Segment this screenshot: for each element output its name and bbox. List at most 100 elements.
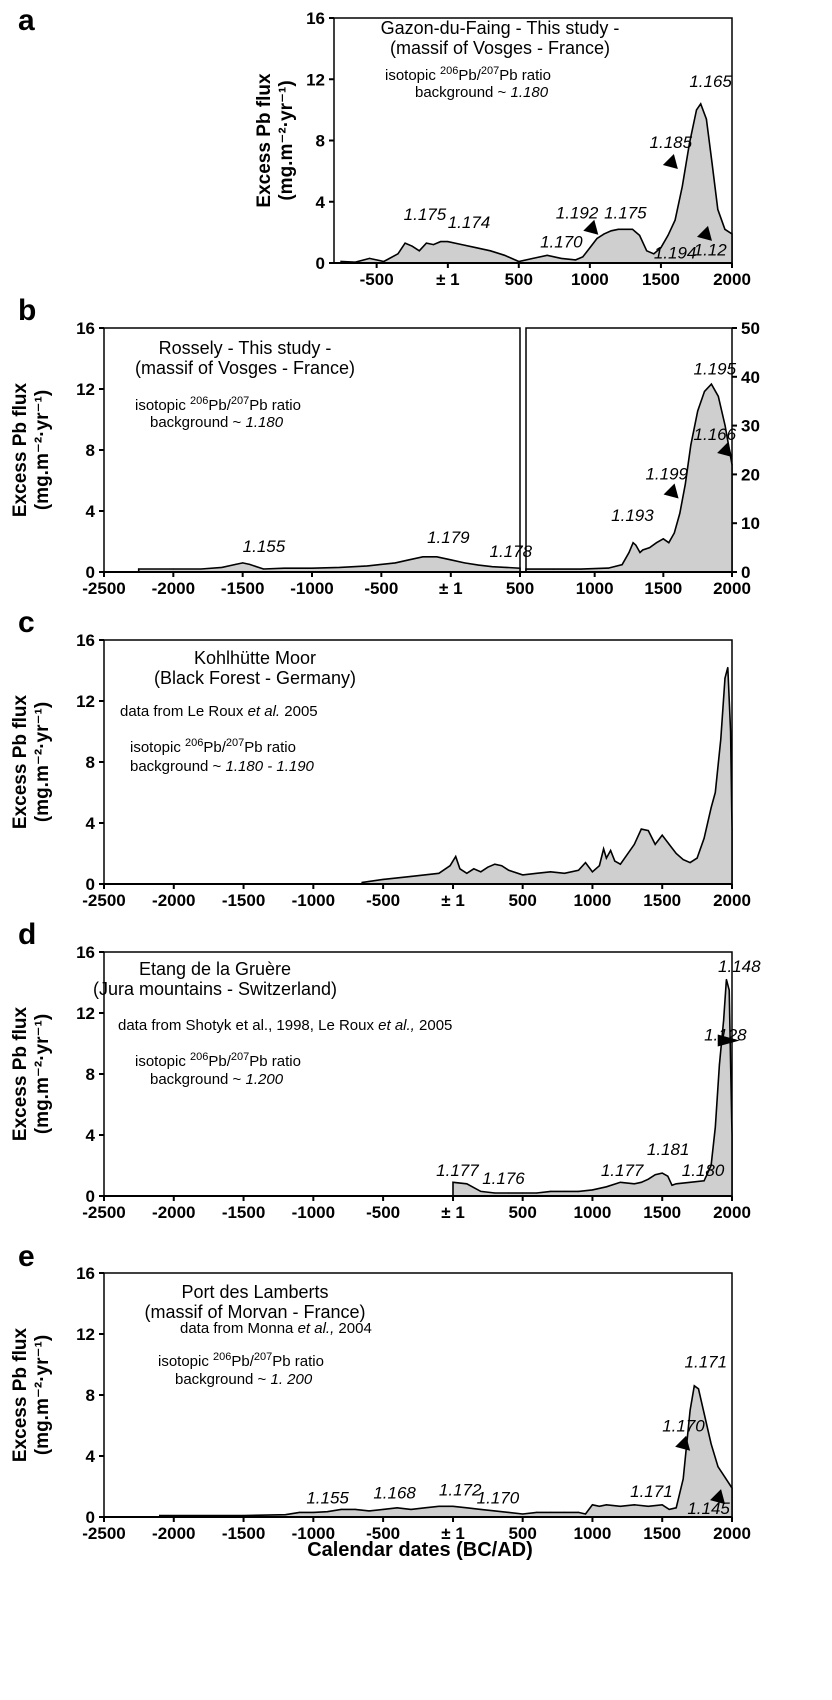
data-point (668, 843, 670, 846)
x-tick-label: 2000 (713, 579, 751, 598)
data-point (710, 1443, 712, 1445)
annotation-label: 1.181 (647, 1140, 690, 1159)
triangle-arrow-icon (675, 1435, 691, 1451)
panel-letter: a (18, 4, 35, 37)
data-area-series (159, 1384, 733, 1518)
x-tick-label: 2000 (713, 270, 751, 289)
data-point (675, 1183, 677, 1185)
data-point (480, 1190, 482, 1192)
isotope-ratio-label-part: Pb/ (208, 397, 231, 414)
x-tick-label: 1000 (574, 1203, 612, 1222)
y-axis-label-line2: (mg.m⁻²·yr⁻¹) (32, 390, 53, 510)
y-tick-label: 0 (741, 563, 750, 582)
isotope-ratio-label-part: 206 (185, 737, 203, 749)
y-axis-label-line2: (mg.m⁻²·yr⁻¹) (32, 702, 53, 822)
y-tick-label: 12 (76, 380, 95, 399)
data-point (382, 878, 384, 881)
y-axis-label-line1: Excess Pb flux (10, 695, 31, 830)
annotation-label: 1.166 (694, 425, 737, 444)
x-tick-label: ± 1 (441, 891, 465, 910)
data-source-label-part: et al., (378, 1017, 415, 1034)
data-point (621, 564, 623, 566)
isotope-ratio-label-part: Pb/ (458, 67, 481, 84)
annotation-label: 1.179 (427, 528, 470, 547)
data-point (605, 857, 608, 859)
data-point (440, 241, 442, 243)
annotation-label: 1.180 (682, 1161, 725, 1180)
data-point (731, 1487, 733, 1489)
data-point (723, 1020, 725, 1022)
data-point (466, 1183, 468, 1185)
annotation-label: 1.195 (694, 359, 737, 378)
x-tick-label: -1500 (222, 891, 265, 910)
data-point (480, 871, 482, 873)
data-point (675, 852, 677, 855)
data-point (411, 245, 413, 247)
data-point (563, 872, 566, 874)
x-tick-label: -500 (366, 1524, 400, 1543)
data-point (522, 1192, 524, 1194)
x-tick-label: 1500 (642, 270, 680, 289)
data-point (720, 738, 722, 740)
background-value-label-part: background ~ (175, 1371, 271, 1388)
isotope-ratio-label-part: Pb/ (208, 1053, 231, 1070)
data-point (450, 559, 452, 561)
x-tick-label: -2000 (152, 579, 195, 598)
y-tick-label: 12 (76, 1325, 95, 1344)
triangle-arrow-icon (717, 1034, 740, 1047)
x-axis-title: Calendar dates (BC/AD) (307, 1539, 533, 1561)
x-tick-label: -500 (364, 579, 398, 598)
data-point (727, 666, 729, 669)
x-tick-label: -1000 (292, 1203, 335, 1222)
data-point (662, 538, 664, 540)
y-axis-label-line1: Excess Pb flux (10, 1007, 31, 1142)
panel-title: Rossely - This study - (159, 338, 332, 358)
data-point (452, 1181, 454, 1183)
y-tick-label: 4 (86, 502, 96, 521)
data-point (489, 250, 491, 252)
data-point (700, 103, 702, 105)
data-point (463, 562, 466, 564)
data-point (619, 1505, 622, 1507)
data-point (717, 208, 719, 210)
data-point (410, 1508, 412, 1510)
isotope-ratio-label-part: Pb ratio (244, 739, 296, 756)
data-point (695, 109, 698, 111)
panel-title: Kohlhütte Moor (194, 648, 316, 668)
y-axis-label-line1: Excess Pb flux (10, 1328, 31, 1463)
data-point (673, 532, 675, 534)
data-point (591, 1189, 594, 1191)
data-point (649, 547, 651, 549)
annotation-label: 1.12 (694, 240, 728, 259)
data-point (438, 872, 440, 874)
data-point (422, 556, 424, 558)
data-point (480, 1508, 482, 1510)
data-point (679, 512, 681, 515)
data-point (397, 253, 399, 255)
background-value-label-part: 1.180 - 1.190 (226, 758, 315, 775)
y-tick-label: 4 (316, 193, 326, 212)
data-point (577, 869, 580, 871)
annotation-label: 1.172 (439, 1481, 482, 1500)
panel-letter: d (18, 918, 36, 951)
annotation-label: 1.170 (540, 233, 583, 252)
data-point (631, 228, 634, 230)
panel-subtitle: (massif of Morvan - France) (144, 1302, 365, 1322)
data-point (655, 542, 658, 544)
data-point (447, 241, 449, 243)
x-tick-label: 1500 (644, 579, 682, 598)
data-point (368, 1510, 370, 1512)
data-point (703, 1412, 705, 1414)
data-point (221, 566, 223, 569)
x-tick-label: -1000 (290, 579, 333, 598)
data-point (424, 1507, 426, 1509)
data-point (563, 1511, 566, 1513)
x-tick-label: 1000 (574, 891, 612, 910)
isotope-ratio-label: isotopic 206Pb/207Pb ratio (135, 1051, 301, 1070)
data-point (172, 568, 174, 570)
x-tick-label: -2000 (152, 1203, 195, 1222)
annotation-label: 1.165 (689, 72, 732, 91)
data-point (326, 1511, 328, 1513)
data-point (632, 542, 634, 544)
data-point (418, 250, 420, 252)
